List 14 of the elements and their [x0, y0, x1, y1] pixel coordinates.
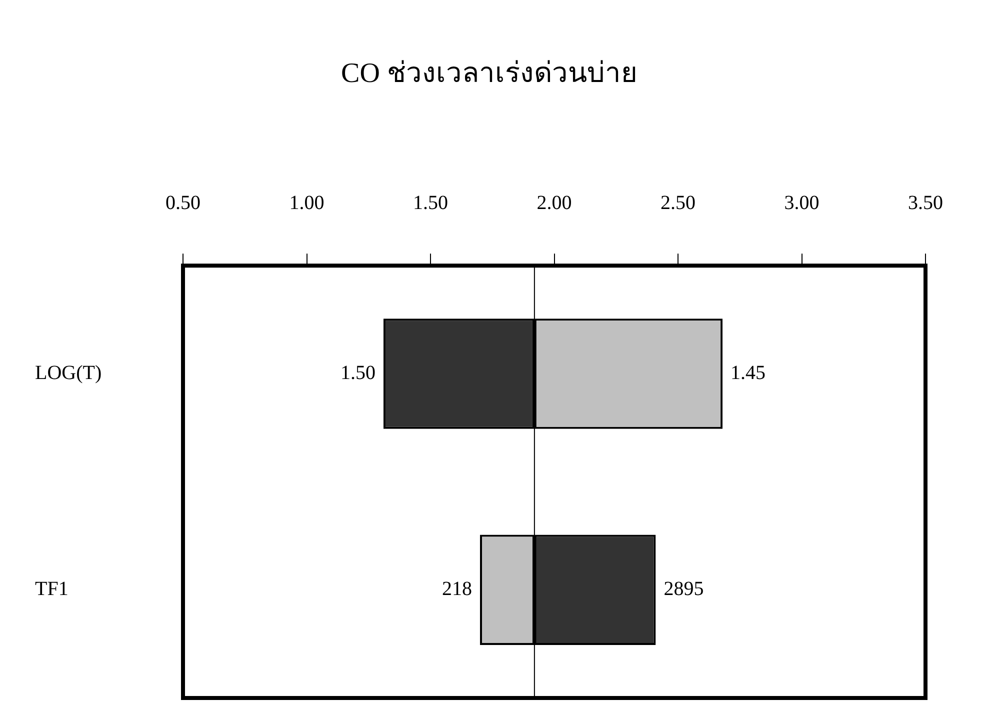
x-tick-label: 1.00 — [289, 192, 324, 214]
x-tick-label: 0.50 — [166, 192, 200, 214]
annotation: 2895 — [664, 578, 704, 600]
chart-title: CO ช่วงเวลาเร่งด่วนบ่าย — [341, 58, 637, 90]
annotation: 1.45 — [730, 362, 766, 384]
x-tick-label: 2.00 — [536, 192, 572, 214]
x-tick-label: 3.50 — [908, 192, 943, 214]
y-tick-label: LOG(T) — [35, 362, 102, 384]
annotation: 218 — [442, 578, 472, 600]
x-tick-label: 1.50 — [413, 192, 448, 214]
x-tick-label: 2.50 — [660, 192, 696, 214]
annotation: 1.50 — [340, 362, 376, 384]
x-tick-label: 3.00 — [784, 192, 820, 214]
y-tick-label: TF1 — [35, 578, 68, 600]
